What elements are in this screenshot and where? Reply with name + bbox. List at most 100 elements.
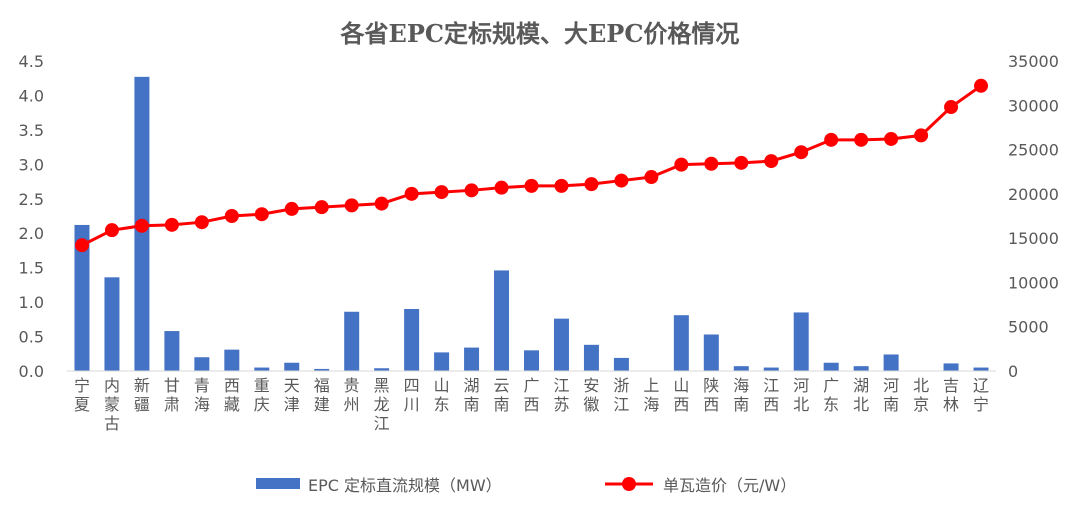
price-point [554,178,569,193]
bar [374,368,390,371]
x-tick-label: 安徽 [583,376,599,414]
price-point [194,215,209,230]
bar [524,350,539,371]
legend: EPC 定标直流规模（MW） 单瓦造价（元/W） [256,476,796,495]
axis-layer: 0.0 0.5 1.0 1.5 2.0 2.5 3.0 3.5 4.0 4.5 0 5000 10000… [19,52,1059,381]
y-right-tick-label: 0 [1008,362,1018,381]
x-tick-label: 甘肃 [164,376,180,414]
x-tick-label: 内蒙古 [104,376,120,433]
x-tick-label: 青海 [194,376,210,414]
x-tick-label: 浙江 [613,376,629,414]
x-tick-label: 西藏 [224,376,240,414]
x-tick-label: 北京 [913,376,929,414]
y-left-tick-label: 0.0 [19,362,44,381]
price-point [464,183,479,198]
bar [314,368,330,371]
bar [494,270,510,371]
bar [404,309,420,371]
y-right-tick-label: 15000 [1008,229,1059,248]
price-point [884,131,899,146]
x-tick-label: 贵州 [344,376,360,414]
y-right-tick-label: 5000 [1008,318,1049,337]
price-point [524,178,539,193]
y-left-tick-label: 2.0 [19,224,44,243]
price-point [254,207,269,222]
x-tick-label: 黑龙江 [374,376,390,433]
legend-line-marker [622,477,636,491]
price-point [644,170,659,185]
price-point [704,156,719,171]
x-tick-label: 新疆 [134,376,150,414]
x-tick-label: 云南 [494,376,510,414]
legend-bar-swatch [256,478,300,489]
bar [344,311,360,371]
x-tick-label: 海南 [733,376,749,414]
bar [733,366,749,371]
x-tick-label: 辽宁 [973,376,989,414]
price-point [434,185,449,200]
bar [464,347,480,371]
x-tick-label: 山西 [673,376,689,414]
y-left-tick-label: 0.5 [19,328,44,347]
bar [164,331,180,371]
y-left-tick-label: 1.5 [19,259,44,278]
bar [583,344,599,371]
price-point [104,223,119,238]
x-tick-label: 山东 [434,376,450,414]
bar [943,363,959,371]
x-tick-label: 河北 [793,376,809,414]
price-point [494,180,509,195]
price-point [854,132,869,147]
x-tick-label: 吉林 [943,376,959,414]
y-left-tick-label: 3.5 [19,121,44,140]
bar [883,354,899,371]
x-tick-label: 陕西 [703,376,719,414]
x-tick-label: 上海 [643,376,659,414]
price-point [344,198,359,213]
x-tick-label: 江苏 [553,376,569,414]
y-right-tick-label: 35000 [1008,52,1059,71]
bar [793,312,809,371]
price-point [974,78,989,93]
price-point [224,209,239,223]
bar [613,357,629,371]
price-point [944,100,959,115]
bar [823,362,839,371]
price-point [614,173,629,188]
price-point [824,132,839,147]
bar [703,334,719,371]
x-tick-label: 江西 [763,376,779,414]
bar [763,367,779,371]
bar [254,367,270,371]
x-tick-label: 重庆 [254,376,270,414]
y-right-tick-label: 20000 [1008,185,1059,204]
price-line [81,84,982,247]
x-tick-label: 宁夏 [74,376,90,414]
price-point [794,145,809,160]
price-point [284,201,299,216]
price-point [74,238,89,253]
y-right-tick-label: 10000 [1008,273,1059,292]
legend-bar-label: EPC 定标直流规模（MW） [308,476,502,495]
legend-line-label: 单瓦造价（元/W） [663,476,796,495]
y-right-tick-label: 25000 [1008,141,1059,160]
x-tick-label: 湖北 [853,376,869,414]
y-left-tick-label: 2.5 [19,190,44,209]
bar [194,357,210,371]
x-tick-label: 河南 [883,376,899,414]
y-left-tick-label: 4.5 [19,52,44,71]
x-tick-label: 广东 [823,376,839,414]
bar [284,362,300,371]
price-point [734,155,749,170]
price-point [314,200,329,215]
bar [224,349,240,371]
y-left-tick-label: 3.0 [19,155,44,174]
x-tick-labels: 宁夏内蒙古新疆甘肃青海西藏重庆天津福建贵州黑龙江四川山东湖南云南广西江苏安徽浙江… [74,376,989,433]
chart-title: 各省EPC定标规模、大EPC价格情况 [340,19,740,48]
x-tick-label: 广西 [523,376,539,414]
x-tick-label: 四川 [404,376,420,414]
price-point [374,196,389,211]
y-left-tick-label: 1.0 [19,293,44,312]
